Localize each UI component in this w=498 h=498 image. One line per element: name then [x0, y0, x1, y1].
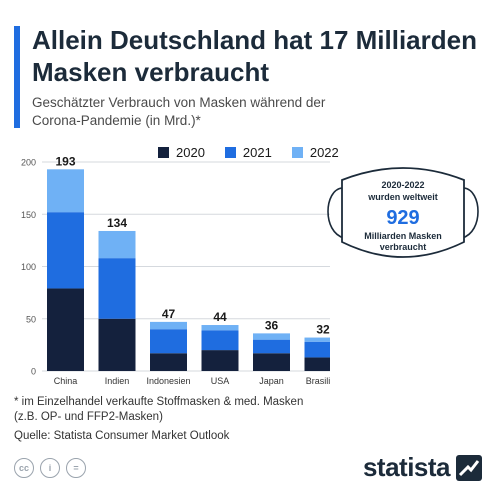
statista-logo[interactable]: statista: [363, 452, 482, 483]
bar-2022: [47, 169, 84, 213]
bar-2020: [47, 288, 84, 371]
logo-text: statista: [362, 452, 451, 482]
category-label: Indien: [105, 376, 130, 386]
bar-2022: [253, 333, 290, 340]
y-tick-label: 50: [26, 314, 36, 324]
legend-swatch-2020: [158, 147, 169, 158]
accent-bar: [14, 26, 20, 128]
legend-label-2022: 2022: [309, 145, 339, 160]
legend-swatch-2021: [224, 147, 236, 158]
bar-2020: [304, 357, 330, 371]
bar-2021: [47, 212, 84, 289]
callout-line4: verbraucht: [380, 242, 427, 252]
bar-2021: [150, 329, 187, 354]
total-label: 32: [316, 323, 330, 337]
mask-callout: 2020-2022 wurden weltweit 929 Milliarden…: [327, 167, 479, 258]
category-label: Indonesien: [146, 376, 190, 386]
mask-shape: [341, 167, 465, 258]
bar-2021: [304, 341, 330, 358]
callout-line1: 2020-2022: [381, 180, 424, 190]
callout-line2: wurden weltweit: [367, 192, 438, 202]
y-tick-label: 150: [21, 210, 36, 220]
category-label: China: [54, 376, 78, 386]
bar-2020: [253, 353, 290, 371]
bar-2020: [201, 350, 239, 371]
legend-swatch-2022: [291, 147, 303, 158]
y-tick-label: 0: [31, 367, 36, 377]
bar-2022: [98, 230, 136, 259]
statista-logo-icon: [456, 454, 482, 481]
category-label: USA: [211, 376, 230, 386]
cc-icon[interactable]: cc: [14, 458, 34, 478]
legend: 2020 2021 2022: [158, 145, 339, 160]
bar-2022: [150, 321, 187, 330]
bar-2020: [150, 353, 187, 371]
total-label: 134: [107, 216, 127, 230]
total-label: 193: [55, 154, 75, 168]
total-label: 44: [213, 310, 227, 324]
legend-item-2022: 2022: [291, 145, 339, 160]
callout-number: 929: [386, 207, 419, 229]
chart-title: Allein Deutschland hat 17 Milliarden Mas…: [32, 25, 477, 87]
bar-2020: [98, 318, 136, 371]
legend-label-2021: 2021: [242, 145, 272, 160]
mask-ear-loop-right: [461, 187, 479, 239]
y-tick-label: 200: [21, 158, 36, 168]
legend-item-2020: 2020: [158, 145, 205, 160]
source: Quelle: Statista Consumer Market Outlook: [14, 430, 230, 442]
bar-2021: [98, 258, 136, 319]
bar-2022: [201, 325, 239, 331]
category-label: Brasilien: [306, 376, 330, 386]
license-icons: cc i =: [14, 458, 86, 478]
legend-item-2021: 2021: [224, 145, 272, 160]
y-tick-label: 100: [21, 262, 36, 272]
total-label: 47: [162, 307, 176, 321]
legend-label-2020: 2020: [176, 145, 205, 160]
by-icon[interactable]: i: [40, 458, 60, 478]
bar-2021: [253, 339, 290, 354]
bar-2021: [201, 330, 239, 351]
equals-icon[interactable]: =: [66, 458, 86, 478]
bar-chart: 0 50 100 150 200 193 China 134 Indien 47 Indonesie…: [21, 154, 330, 386]
footnote: * im Einzelhandel verkaufte Stoffmasken …: [14, 396, 304, 423]
total-label: 36: [265, 318, 279, 332]
chart-subtitle: Geschätzter Verbrauch von Masken während…: [32, 95, 326, 128]
category-label: Japan: [259, 376, 284, 386]
mask-ear-loop-left: [327, 187, 345, 239]
callout-line3: Milliarden Masken: [364, 231, 442, 241]
bar-2022: [304, 337, 330, 342]
